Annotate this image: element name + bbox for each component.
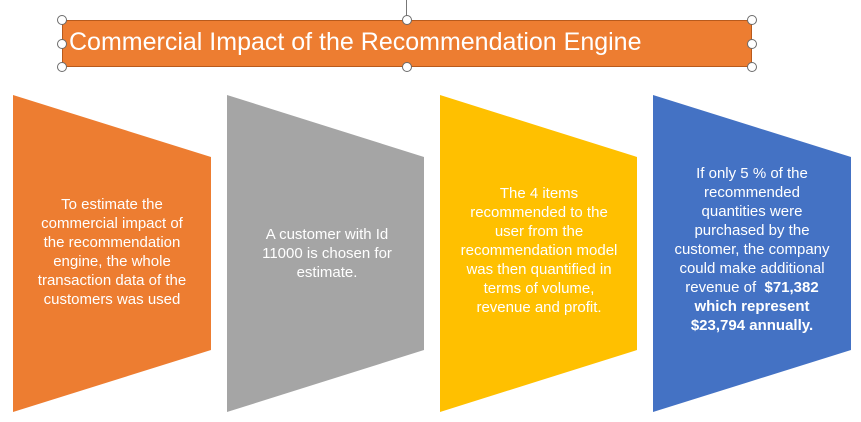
revenue-amount: $71,382: [764, 279, 819, 296]
gold-panel-shape[interactable]: [440, 95, 637, 412]
text-line: estimate.: [296, 264, 358, 281]
text-line: could make additional: [679, 260, 825, 277]
text-line: 11000 is chosen for: [262, 245, 392, 262]
text-line: customers was used: [43, 291, 181, 308]
revenue-prefix: revenue of: [685, 279, 765, 296]
text-line: recommended: [704, 184, 800, 201]
resize-handle-bottom-left[interactable]: [57, 62, 67, 72]
text-line: recommended to the: [470, 204, 608, 221]
blue-panel-shape[interactable]: [653, 95, 851, 412]
text-line: $23,794 annually.: [690, 317, 814, 334]
title-box[interactable]: Commercial Impact of the Recommendation …: [62, 20, 752, 67]
resize-handle-top-right[interactable]: [747, 15, 757, 25]
text-line: transaction data of the: [37, 272, 187, 289]
text-line: The 4 items: [499, 185, 579, 202]
gray-panel-text: A customer with Id 11000 is chosen for e…: [233, 225, 421, 282]
text-line: which represent: [694, 298, 810, 315]
resize-handle-middle-right[interactable]: [747, 39, 757, 49]
text-line: quantities were: [701, 203, 803, 220]
rotation-connector: [406, 0, 407, 20]
blue-panel-text: If only 5 % of the recommended quantitie…: [657, 164, 847, 335]
resize-handle-bottom-right[interactable]: [747, 62, 757, 72]
text-line: purchased by the: [694, 222, 810, 239]
text-line: customer, the company: [674, 241, 830, 258]
text-line: recommendation model: [460, 242, 618, 259]
text-line: A customer with Id: [265, 226, 389, 243]
orange-panel-text: To estimate the commercial impact of the…: [17, 195, 207, 309]
text-line: If only 5 % of the: [696, 165, 808, 182]
orange-panel-shape[interactable]: [13, 95, 211, 412]
text-line: terms of volume,: [483, 280, 595, 297]
gray-panel-shape[interactable]: [227, 95, 424, 412]
gold-panel-text: The 4 items recommended to the user from…: [444, 184, 634, 317]
text-line: was then quantified in: [466, 261, 612, 278]
resize-handle-middle-left[interactable]: [57, 39, 67, 49]
page-title: Commercial Impact of the Recommendation …: [69, 28, 642, 56]
text-line: the recommendation: [43, 234, 181, 251]
resize-handle-top-left[interactable]: [57, 15, 67, 25]
text-line: engine, the whole: [53, 253, 171, 270]
revenue-line: revenue of $71,382: [657, 278, 847, 297]
text-line: user from the: [494, 223, 584, 240]
text-line: revenue and profit.: [476, 299, 602, 316]
text-line: To estimate the: [61, 196, 163, 213]
resize-handle-bottom-center[interactable]: [402, 62, 412, 72]
text-line: commercial impact of: [41, 215, 183, 232]
resize-handle-top-center[interactable]: [402, 15, 412, 25]
